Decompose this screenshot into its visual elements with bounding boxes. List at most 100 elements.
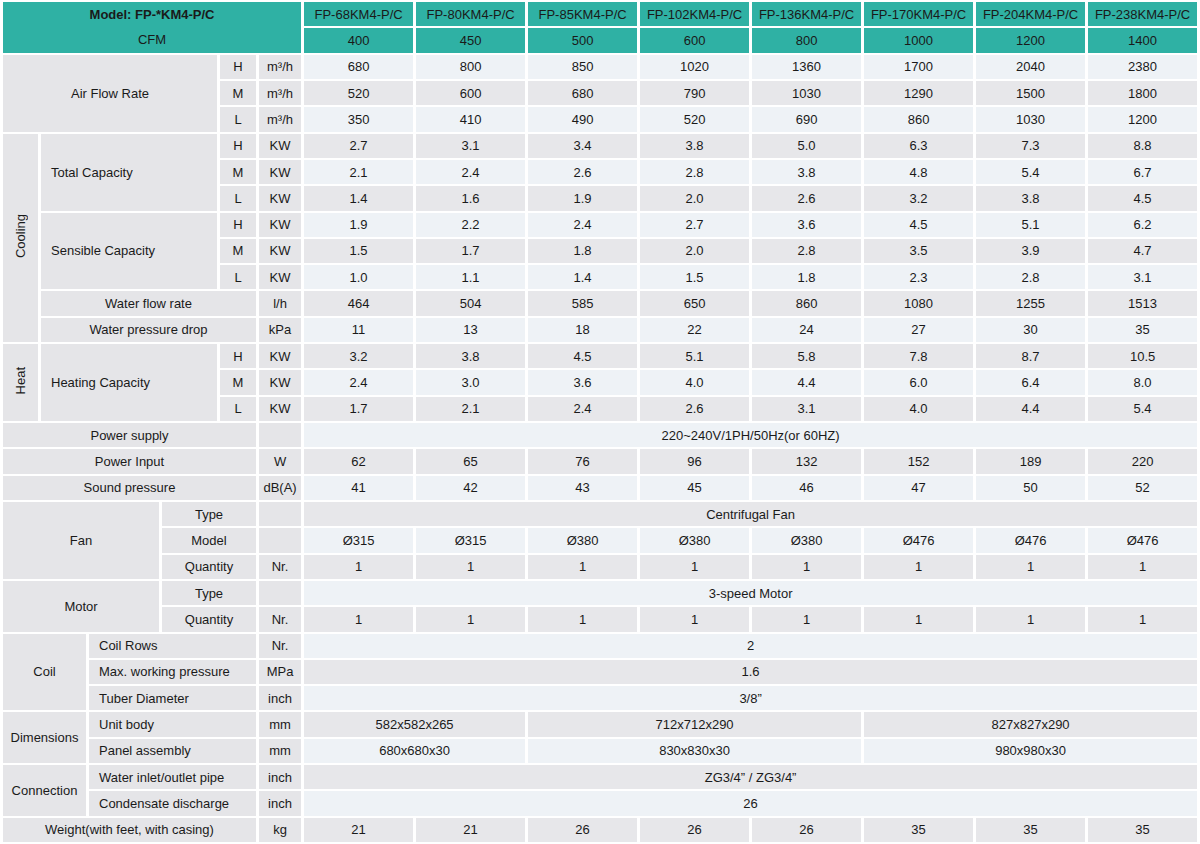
speed-label: L	[220, 265, 256, 289]
group-label-coil: Coil	[3, 634, 86, 711]
table-row: Cooling Total Capacity H KW 2.7 3.1 3.4 …	[3, 134, 1197, 158]
value-cell: 6.3	[864, 134, 973, 158]
value-cell: 35	[1088, 818, 1197, 842]
table-row: Heat Heating Capacity H KW 3.2 3.8 4.5 5…	[3, 344, 1197, 368]
value-cell: 50	[976, 476, 1085, 500]
value-cell: 27	[864, 318, 973, 342]
value-cell: 35	[864, 818, 973, 842]
model-name: FP-238KM4-P/C	[1088, 2, 1197, 26]
unit-label-empty	[259, 581, 301, 605]
speed-label: L	[220, 107, 256, 131]
value-cell: 26	[640, 818, 749, 842]
value-cell: 1	[416, 555, 525, 579]
value-cell: 3.6	[528, 370, 637, 394]
value-cell: 21	[416, 818, 525, 842]
speed-label: M	[220, 160, 256, 184]
value-cell: Ø476	[1088, 528, 1197, 552]
value-cell: 1	[640, 555, 749, 579]
value-cell: 5.4	[1088, 397, 1197, 421]
value-cell: 2.6	[640, 397, 749, 421]
speed-label: M	[220, 81, 256, 105]
value-cell: 1.7	[416, 239, 525, 263]
value-cell: 1	[416, 607, 525, 631]
row-label-total-capacity: Total Capacity	[41, 134, 217, 211]
value-cell: 2.4	[528, 213, 637, 237]
cfm-value: 800	[752, 28, 861, 52]
value-cell: 11	[304, 318, 413, 342]
value-cell: 3.8	[976, 186, 1085, 210]
value-cell: Ø476	[976, 528, 1085, 552]
value-cell-max-working-pressure: 1.6	[304, 660, 1197, 684]
value-cell: 6.7	[1088, 160, 1197, 184]
value-cell: 1	[976, 555, 1085, 579]
value-cell: 52	[1088, 476, 1197, 500]
value-cell: 860	[864, 107, 973, 131]
value-cell: 1	[640, 607, 749, 631]
value-cell: 4.5	[864, 213, 973, 237]
value-cell: 3.4	[528, 134, 637, 158]
value-cell: 2.8	[752, 239, 861, 263]
value-cell: 600	[416, 81, 525, 105]
value-cell-coil-rows: 2	[304, 634, 1197, 658]
value-cell: 1.9	[528, 186, 637, 210]
value-cell: 410	[416, 107, 525, 131]
value-cell: 585	[528, 291, 637, 315]
unit-label: KW	[259, 370, 301, 394]
value-cell: 3.8	[752, 160, 861, 184]
value-cell: 1	[1088, 607, 1197, 631]
table-row: Weight(with feet, with casing) kg 21 21 …	[3, 818, 1197, 842]
value-cell: Ø380	[640, 528, 749, 552]
cfm-value: 600	[640, 28, 749, 52]
value-cell: 6.4	[976, 370, 1085, 394]
group-label-dimensions: Dimensions	[3, 712, 86, 763]
value-cell-panel-assembly: 680x680x30	[304, 739, 525, 763]
value-cell: 1700	[864, 55, 973, 79]
value-cell: 3.1	[1088, 265, 1197, 289]
value-cell: 2.4	[304, 370, 413, 394]
value-cell: 1	[976, 607, 1085, 631]
value-cell: 189	[976, 449, 1085, 473]
value-cell: 4.5	[1088, 186, 1197, 210]
value-cell: 1	[528, 555, 637, 579]
value-cell: 8.8	[1088, 134, 1197, 158]
value-cell: 1.8	[528, 239, 637, 263]
value-cell: 680	[528, 81, 637, 105]
value-cell-power-supply: 220~240V/1PH/50Hz(or 60HZ)	[304, 423, 1197, 447]
unit-label: inch	[259, 791, 301, 815]
unit-label-empty	[259, 528, 301, 552]
value-cell: 2.4	[416, 160, 525, 184]
value-cell: 6.2	[1088, 213, 1197, 237]
unit-label: kPa	[259, 318, 301, 342]
table-row: Motor Type 3-speed Motor	[3, 581, 1197, 605]
unit-label: inch	[259, 686, 301, 710]
row-label-max-working-pressure: Max. working pressure	[89, 660, 256, 684]
value-cell: 1030	[976, 107, 1085, 131]
value-cell: 8.7	[976, 344, 1085, 368]
model-name: FP-204KM4-P/C	[976, 2, 1085, 26]
row-label-panel-assembly: Panel assembly	[89, 739, 256, 763]
value-cell: 1255	[976, 291, 1085, 315]
table-row: Sensible Capacity H KW 1.9 2.2 2.4 2.7 3…	[3, 213, 1197, 237]
value-cell: 3.8	[640, 134, 749, 158]
value-cell: 2.1	[416, 397, 525, 421]
value-cell: 1.1	[416, 265, 525, 289]
value-cell: 520	[304, 81, 413, 105]
value-cell: 1.4	[528, 265, 637, 289]
value-cell: 3.9	[976, 239, 1085, 263]
value-cell: 65	[416, 449, 525, 473]
value-cell: 18	[528, 318, 637, 342]
cfm-value: 500	[528, 28, 637, 52]
value-cell: 24	[752, 318, 861, 342]
value-cell: Ø315	[304, 528, 413, 552]
value-cell: 1	[304, 555, 413, 579]
table-row: Model Ø315 Ø315 Ø380 Ø380 Ø380 Ø476 Ø476…	[3, 528, 1197, 552]
model-name: FP-68KM4-P/C	[304, 2, 413, 26]
value-cell: 1080	[864, 291, 973, 315]
speed-label: H	[220, 134, 256, 158]
cfm-value: 1000	[864, 28, 973, 52]
value-cell-unit-body: 582x582x265	[304, 712, 525, 736]
value-cell: 5.0	[752, 134, 861, 158]
value-cell: 4.5	[528, 344, 637, 368]
table-row: Max. working pressure MPa 1.6	[3, 660, 1197, 684]
model-name: FP-170KM4-P/C	[864, 2, 973, 26]
